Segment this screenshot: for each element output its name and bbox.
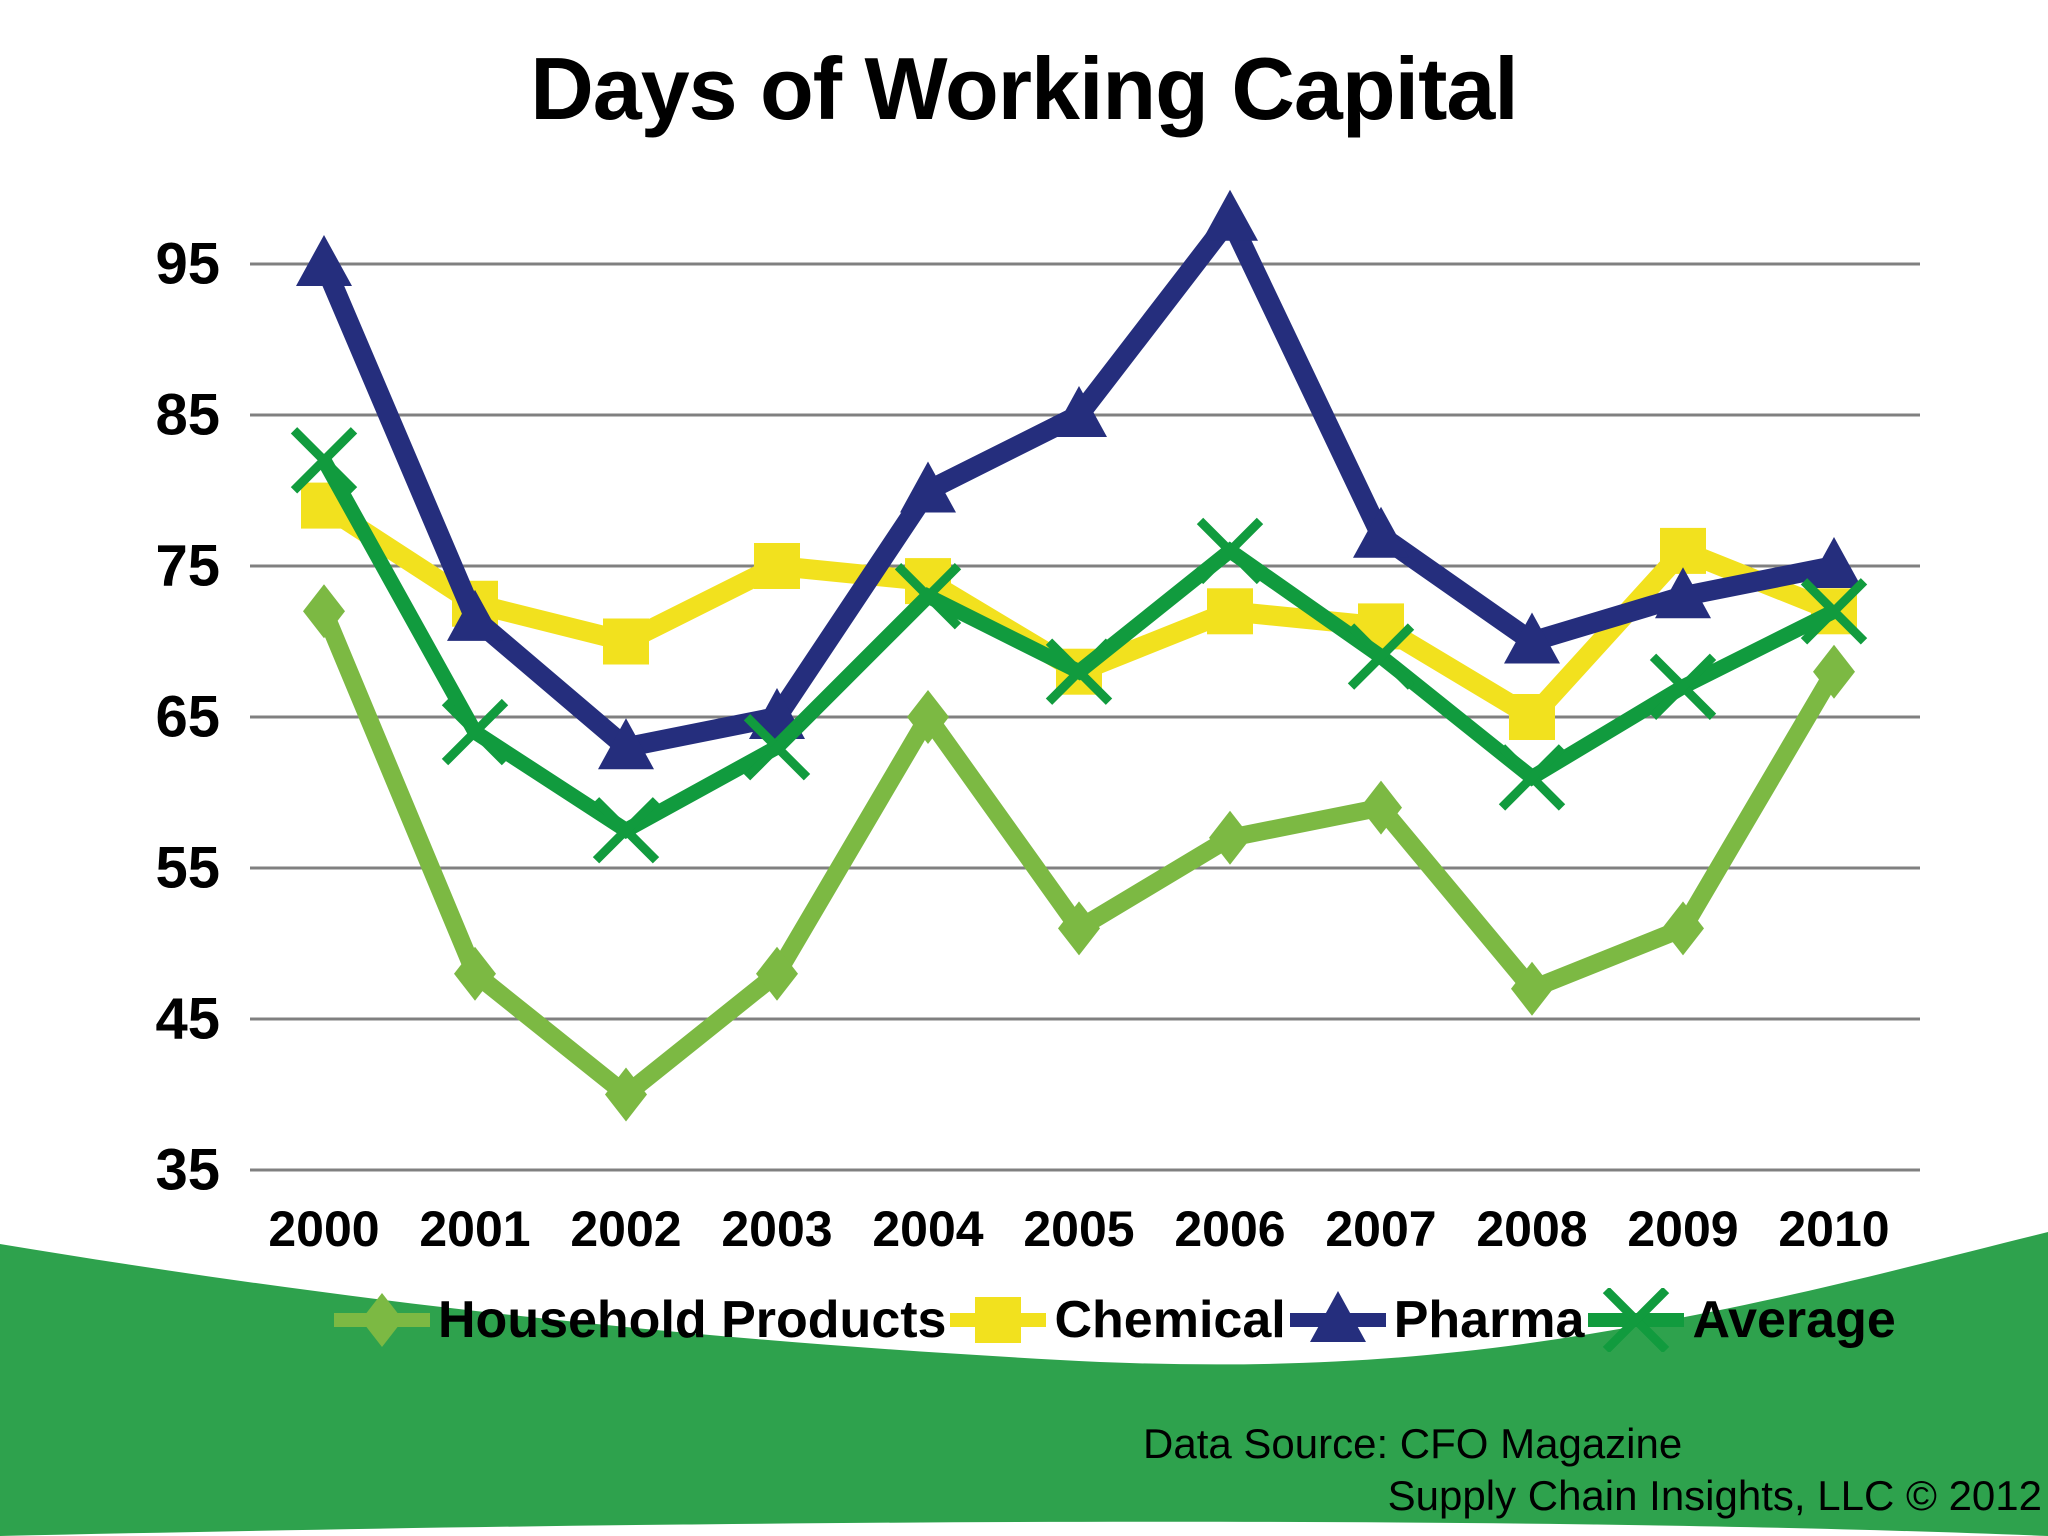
data-point-marker [303, 584, 345, 639]
copyright-note: Supply Chain Insights, LLC © 2012 [1387, 1472, 2042, 1519]
legend-label: Household Products [438, 1291, 947, 1349]
data-point-marker [1051, 386, 1107, 437]
data-point-marker [1360, 780, 1402, 835]
data-point-marker [1309, 1291, 1366, 1342]
y-tick-label: 35 [155, 1137, 220, 1203]
data-point-marker [894, 563, 962, 630]
legend-item-household-products: Household Products [330, 1288, 946, 1352]
data-point-marker [361, 1293, 403, 1347]
data-point-marker [907, 690, 949, 744]
data-point-marker [1196, 517, 1264, 585]
data-point-marker [603, 618, 649, 665]
legend-label: Pharma [1393, 1291, 1585, 1349]
data-point-marker [454, 946, 496, 1001]
x-tick-label: 2002 [570, 1201, 682, 1257]
legend-item-pharma: Pharma [1286, 1288, 1585, 1352]
data-point-marker [447, 589, 503, 641]
legend-item-chemical: Chemical [946, 1288, 1286, 1352]
x-tick-label: 2003 [721, 1201, 833, 1257]
green-wave-shape [0, 1232, 2048, 1536]
legend-label: Average [1692, 1291, 1896, 1349]
y-tick-label: 55 [155, 835, 220, 901]
x-tick-label: 2009 [1627, 1201, 1739, 1257]
data-point-marker [290, 427, 358, 494]
x-tick-label: 2000 [268, 1201, 380, 1257]
y-tick-label: 65 [155, 684, 220, 750]
data-point-marker [1504, 612, 1560, 664]
data-point-marker [1603, 1288, 1670, 1352]
y-tick-label: 75 [155, 533, 220, 599]
x-tick-label: 2006 [1174, 1201, 1286, 1257]
data-source-note: Data Source: CFO Magazine [1143, 1420, 1683, 1467]
chart-title: Days of Working Capital [530, 39, 1519, 138]
data-point-marker [296, 235, 352, 286]
data-point-marker [1806, 537, 1862, 588]
legend-item-average: Average [1584, 1288, 1896, 1352]
data-point-marker [1660, 527, 1706, 574]
data-point-marker [900, 461, 956, 513]
data-point-marker [743, 714, 811, 781]
data-point-marker [1813, 644, 1855, 699]
data-point-marker [1209, 810, 1251, 865]
data-point-marker [1347, 623, 1415, 690]
y-tick-label: 85 [155, 382, 220, 448]
data-point-marker [605, 1067, 647, 1122]
data-point-marker [1207, 588, 1253, 635]
data-point-marker [441, 698, 509, 766]
x-marker-icon [1588, 1288, 1685, 1352]
data-point-marker [1045, 638, 1113, 705]
diamond-marker-icon [334, 1293, 430, 1347]
data-point-marker [1498, 744, 1566, 811]
x-tick-label: 2005 [1023, 1201, 1135, 1257]
data-point-marker [1662, 901, 1704, 956]
data-point-marker [1202, 189, 1258, 241]
y-tick-label: 95 [155, 231, 220, 297]
x-tick-label: 2008 [1476, 1201, 1588, 1257]
triangle-marker-icon [1289, 1291, 1386, 1342]
data-point-marker [1655, 567, 1711, 619]
data-point-marker [975, 1297, 1022, 1343]
x-tick-label: 2004 [872, 1201, 984, 1257]
y-tick-label: 45 [155, 986, 220, 1052]
x-tick-label: 2001 [419, 1201, 531, 1257]
x-tick-label: 2007 [1325, 1201, 1437, 1257]
data-point-marker [1353, 506, 1409, 558]
data-point-marker [1509, 694, 1555, 740]
data-point-marker [754, 543, 800, 589]
data-point-marker [1058, 901, 1100, 956]
x-tick-label: 2010 [1778, 1201, 1890, 1257]
legend: Household Products Chemical Pharma Average [330, 1282, 1896, 1358]
legend-label: Chemical [1054, 1291, 1286, 1349]
data-point-marker [1649, 653, 1717, 720]
data-point-marker [756, 946, 798, 1001]
data-point-marker [1511, 961, 1553, 1016]
data-point-marker [1800, 578, 1868, 645]
data-point-marker [598, 718, 654, 770]
data-point-marker [592, 797, 660, 864]
square-marker-icon [950, 1297, 1047, 1343]
